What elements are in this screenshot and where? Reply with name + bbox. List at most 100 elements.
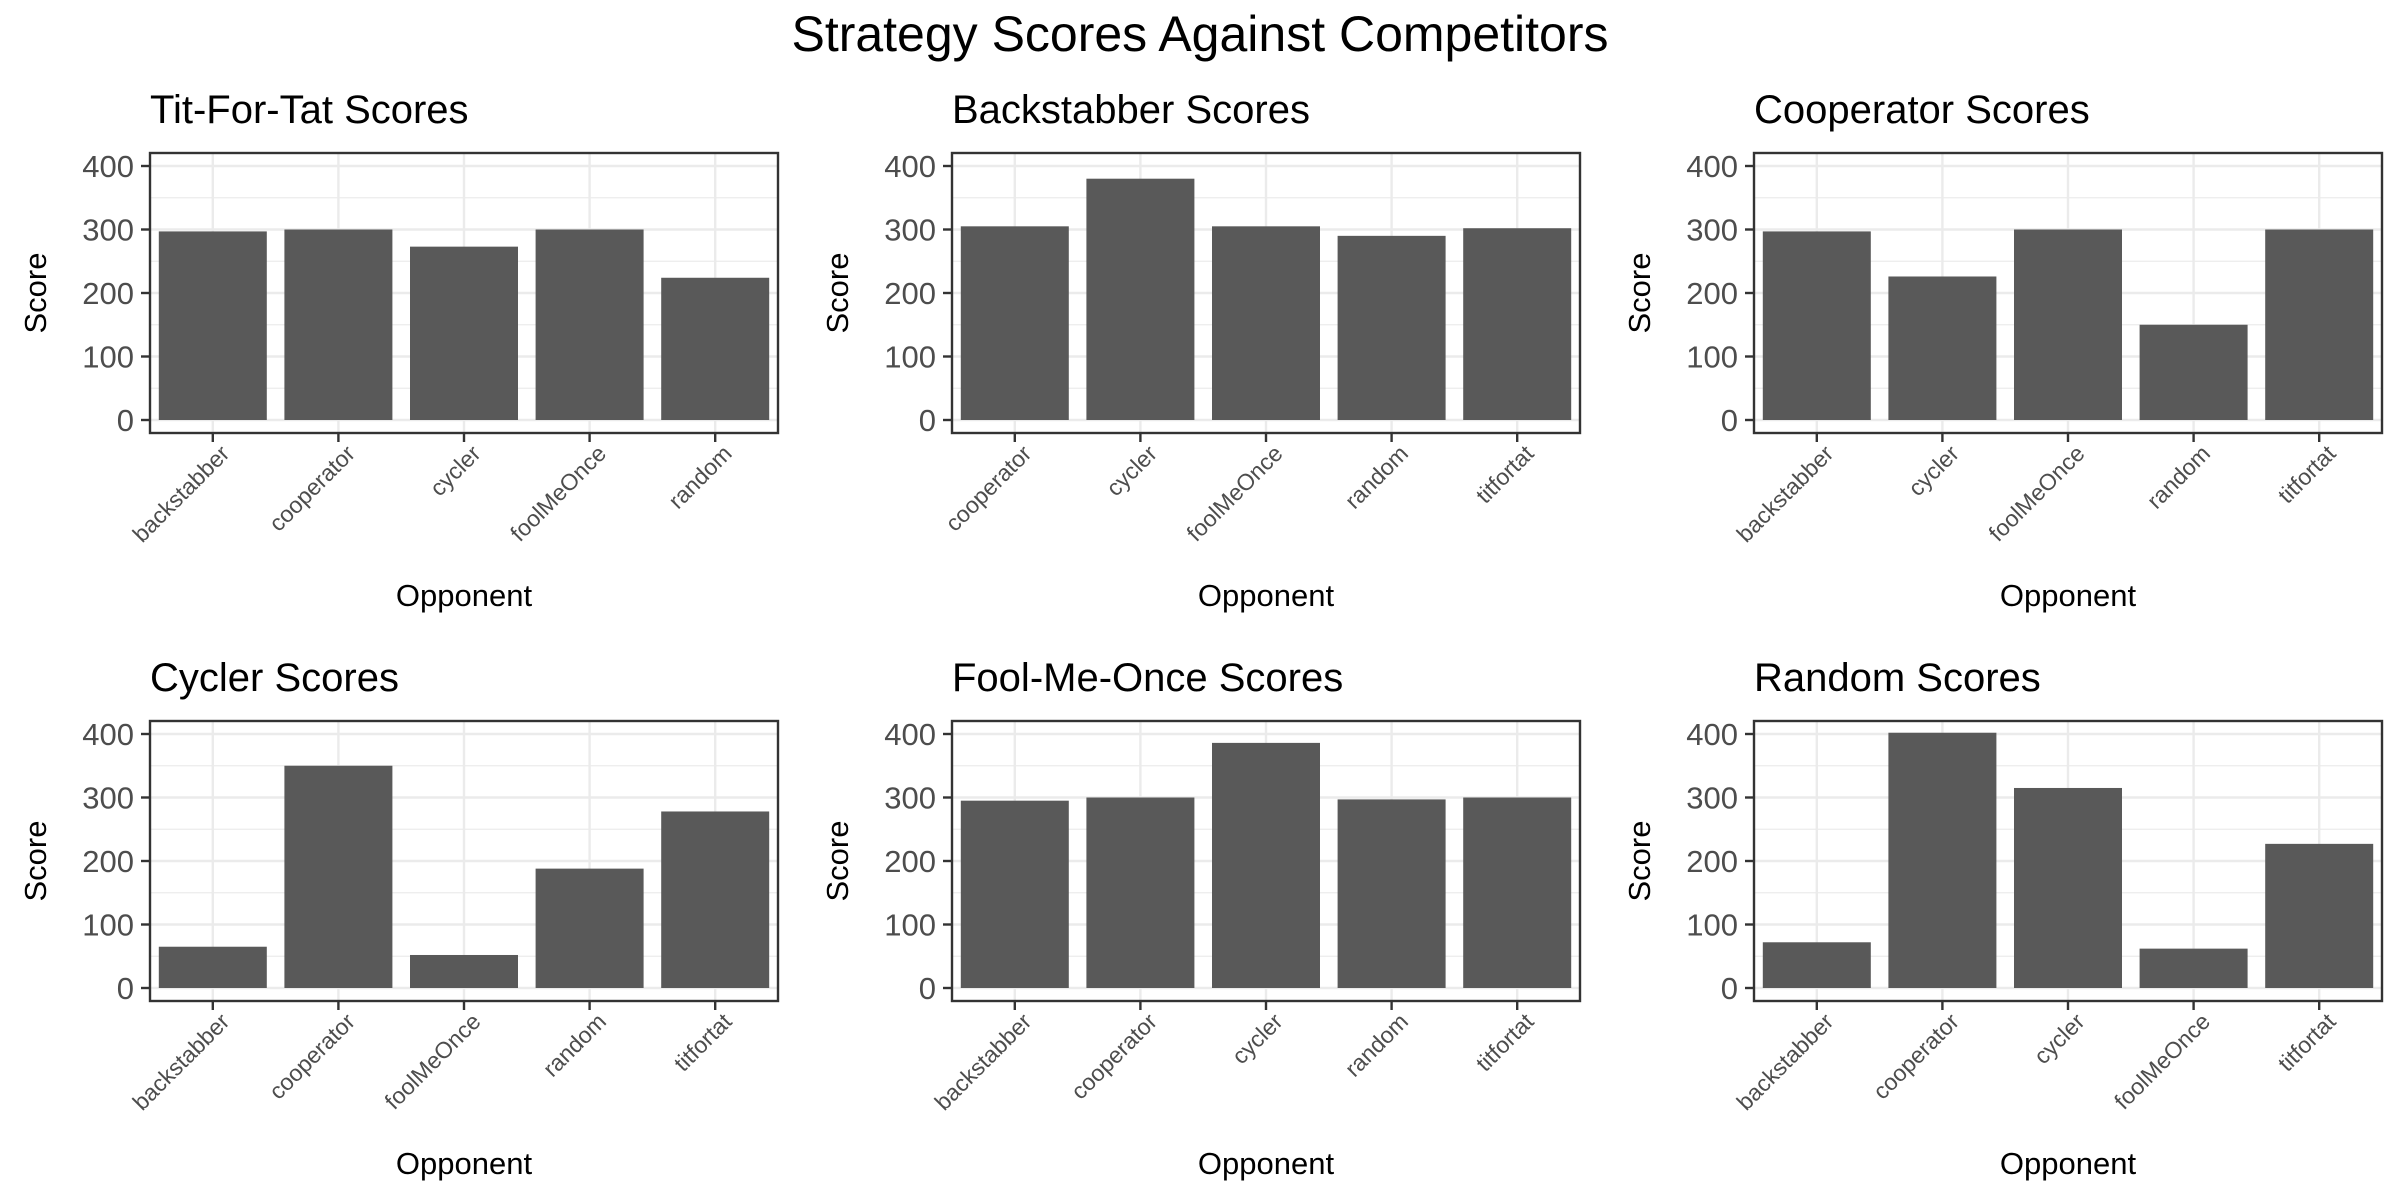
x-tick-label: cycler — [2029, 1008, 2090, 1069]
y-tick-label: 300 — [82, 781, 134, 816]
y-tick-label: 300 — [884, 781, 936, 816]
bar-random — [2139, 324, 2248, 420]
y-tick-label: 300 — [82, 213, 134, 248]
bar-backstabber — [158, 946, 267, 988]
y-axis-title: Score — [1622, 253, 1657, 334]
panel-title: Random Scores — [1754, 656, 2041, 700]
y-tick-label: 0 — [117, 403, 134, 438]
x-tick-label: foolMeOnce — [2109, 1008, 2215, 1114]
panel-title: Fool-Me-Once Scores — [952, 656, 1343, 700]
x-tick-label: titfortat — [2273, 1008, 2342, 1077]
x-tick-label: random — [1340, 1008, 1414, 1082]
x-tick-label: backstabber — [127, 1008, 234, 1115]
x-tick-label: titfortat — [1471, 1008, 1540, 1077]
bar-cooperator — [960, 226, 1069, 420]
bar-foolMeOnce — [410, 954, 518, 988]
x-tick-label: cooperator — [1868, 1008, 1964, 1104]
x-tick-label: cooperator — [264, 1008, 360, 1104]
y-tick-label: 100 — [1686, 340, 1738, 375]
x-tick-label: foolMeOnce — [1181, 440, 1287, 546]
y-tick-label: 100 — [82, 908, 134, 943]
y-tick-label: 0 — [1721, 971, 1738, 1006]
x-tick-label: cooperator — [1066, 1008, 1162, 1104]
x-tick-label: cycler — [1227, 1008, 1288, 1069]
y-tick-label: 100 — [1686, 908, 1738, 943]
chart-panel: Cooperator Scores 0 100 200 300 400 backstabbe… — [1622, 88, 2384, 613]
x-tick-label: random — [2142, 440, 2216, 514]
bar-titfortat — [1463, 228, 1572, 420]
bar-backstabber — [960, 800, 1069, 988]
y-tick-label: 100 — [884, 908, 936, 943]
panel-title: Backstabber Scores — [952, 88, 1310, 132]
y-tick-label: 400 — [82, 717, 134, 752]
x-axis-title: Opponent — [396, 578, 533, 613]
x-tick-label: cycler — [1101, 440, 1162, 501]
y-tick-label: 400 — [1686, 149, 1738, 184]
figure-title: Strategy Scores Against Competitors — [791, 6, 1609, 62]
bar-titfortat — [1463, 797, 1572, 988]
y-tick-label: 200 — [1686, 276, 1738, 311]
bar-backstabber — [1762, 942, 1871, 988]
bar-foolMeOnce — [2139, 948, 2248, 988]
x-tick-label: cooperator — [940, 440, 1036, 536]
x-tick-label: foolMeOnce — [505, 440, 611, 546]
y-tick-label: 0 — [1721, 403, 1738, 438]
bar-cycler — [410, 246, 518, 420]
x-tick-label: backstabber — [1731, 1008, 1838, 1115]
x-axis-title: Opponent — [1198, 1146, 1335, 1181]
x-tick-label: titfortat — [2273, 440, 2342, 509]
bar-cooperator — [284, 765, 393, 988]
bar-cycler — [1212, 742, 1320, 988]
panel-title: Cycler Scores — [150, 656, 399, 700]
y-tick-label: 200 — [884, 844, 936, 879]
y-tick-label: 400 — [82, 149, 134, 184]
y-tick-label: 0 — [919, 971, 936, 1006]
bar-cooperator — [1086, 797, 1195, 988]
y-tick-label: 400 — [1686, 717, 1738, 752]
y-tick-label: 400 — [884, 717, 936, 752]
x-axis-title: Opponent — [1198, 578, 1335, 613]
y-tick-label: 0 — [117, 971, 134, 1006]
bar-backstabber — [1762, 231, 1871, 420]
y-axis-title: Score — [820, 253, 855, 334]
y-tick-label: 200 — [82, 276, 134, 311]
x-tick-label: backstabber — [1731, 440, 1838, 547]
x-tick-label: random — [663, 440, 737, 514]
x-tick-label: random — [1340, 440, 1414, 514]
y-tick-label: 100 — [82, 340, 134, 375]
bar-foolMeOnce — [1212, 226, 1320, 420]
chart-panel: Fool-Me-Once Scores 0 100 200 300 400 backstab… — [820, 656, 1582, 1181]
x-tick-label: backstabber — [127, 440, 234, 547]
x-tick-label: random — [538, 1008, 612, 1082]
y-axis-title: Score — [18, 253, 53, 334]
y-tick-label: 200 — [1686, 844, 1738, 879]
y-tick-label: 200 — [884, 276, 936, 311]
bar-random — [1337, 799, 1446, 988]
bar-foolMeOnce — [535, 229, 644, 420]
y-axis-title: Score — [1622, 821, 1657, 902]
bar-random — [1337, 235, 1446, 420]
bar-cycler — [1086, 178, 1195, 420]
x-tick-label: cooperator — [264, 440, 360, 536]
bar-cycler — [2014, 787, 2122, 988]
bar-random — [661, 277, 770, 420]
bar-titfortat — [2265, 843, 2374, 988]
y-axis-title: Score — [820, 821, 855, 902]
x-tick-label: titfortat — [1471, 440, 1540, 509]
x-tick-label: backstabber — [929, 1008, 1036, 1115]
y-tick-label: 200 — [82, 844, 134, 879]
y-tick-label: 300 — [1686, 781, 1738, 816]
x-axis-title: Opponent — [396, 1146, 533, 1181]
bar-random — [535, 868, 644, 988]
y-tick-label: 300 — [884, 213, 936, 248]
panel-title: Tit-For-Tat Scores — [150, 88, 469, 132]
bar-titfortat — [2265, 229, 2374, 420]
y-tick-label: 100 — [884, 340, 936, 375]
y-tick-label: 400 — [884, 149, 936, 184]
x-tick-label: titfortat — [669, 1008, 738, 1077]
bar-cooperator — [1888, 732, 1997, 988]
chart-panel: Cycler Scores 0 100 200 300 400 backstabber coo… — [18, 656, 780, 1181]
x-axis-title: Opponent — [2000, 1146, 2137, 1181]
y-tick-label: 0 — [919, 403, 936, 438]
